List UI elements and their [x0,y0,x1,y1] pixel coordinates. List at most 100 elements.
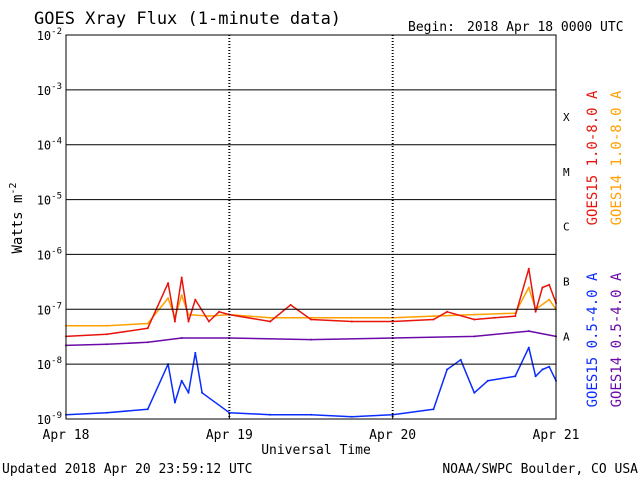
series-point [432,408,435,411]
begin-label: Begin: [408,20,455,35]
credit-text: NOAA/SWPC Boulder, CO USA [442,462,638,477]
y-axis-label-text: Watts m [10,195,26,254]
series-point [173,401,176,404]
series-point [105,411,108,414]
y-tick-base: 10 [37,248,51,262]
y-axis-label: Watts m-2 [8,182,26,253]
plot-frame [65,34,557,420]
series-line [65,346,557,418]
legend-entry: GOES14 1.0-8.0 A [609,90,625,225]
series-point [187,320,190,323]
flare-class-label: B [563,276,570,289]
y-tick-label: 10-6 [37,246,62,262]
legend-entry: GOES15 0.5-4.0 A [585,272,601,407]
y-tick-base: 10 [37,84,51,98]
series-line [66,286,557,327]
y-tick-exponent: -3 [51,82,62,92]
series-point [167,297,170,300]
series-point [527,330,530,333]
y-tick-base: 10 [37,413,51,427]
plot-series-layer [65,267,557,418]
series-point [180,337,183,339]
series-line [65,267,557,338]
y-tick-exponent: -7 [51,301,62,311]
series-point [180,294,183,297]
series-point [269,320,272,323]
series-point [527,346,530,349]
flare-class-label: X [563,111,570,124]
y-tick-label: 10-2 [37,27,62,43]
series-point [207,320,210,323]
series-point [269,413,272,416]
series-point [105,343,108,346]
svg-text:Watts m-2: Watts m-2 [8,182,26,253]
y-axis-tick-labels: 10-210-310-410-510-610-710-810-9 [37,27,62,427]
x-tick-label: Apr 19 [206,428,253,443]
y-tick-label: 10-7 [37,301,62,317]
series-point [534,310,537,313]
chart-title: GOES Xray Flux (1-minute data) [34,9,341,29]
series-point [167,282,170,285]
series-point [146,327,149,330]
series-point [541,368,544,371]
x-tick-label: Apr 18 [43,428,90,443]
series-point [541,286,544,289]
series-point [350,415,353,418]
legend-entry: GOES15 1.0-8.0 A [585,90,601,225]
series-point [105,333,108,336]
y-tick-base: 10 [37,303,51,317]
series-point [473,391,476,394]
y-tick-base: 10 [37,29,51,43]
y-tick-base: 10 [37,139,51,153]
y-tick-label: 10-9 [37,411,62,427]
y-tick-exponent: -9 [51,411,62,421]
plot-grid [65,34,557,420]
legend-entry: GOES14 0.5-4.0 A [609,272,625,407]
series-point [180,276,183,279]
series-point [432,315,435,318]
series-point [493,316,496,319]
series-point [548,298,551,301]
series-point [105,324,108,327]
series-point [218,310,221,313]
x-tick-label: Apr 20 [369,428,416,443]
series-point [350,316,353,319]
flare-class-label: C [563,221,570,234]
y-tick-exponent: -4 [51,137,62,147]
series-line [65,330,557,347]
x-axis-label: Universal Time [261,443,371,458]
series-point [194,298,197,301]
series-point [459,358,462,361]
series-point [514,315,517,318]
series-point [289,303,292,306]
y-tick-exponent: -8 [51,356,62,366]
y-tick-base: 10 [37,358,51,372]
series-point [180,379,183,382]
y-tick-label: 10-3 [37,82,62,98]
series-point [534,375,537,378]
series-point [187,391,190,394]
y-tick-label: 10-5 [37,192,62,208]
series-point [310,413,312,416]
series-point [146,322,149,325]
series-point [473,313,476,316]
series-point [269,316,272,319]
series-point [310,338,312,341]
y-axis-label-exponent: -2 [8,182,19,194]
series-point [194,351,197,354]
flare-class-label: A [563,330,570,343]
series-point [446,368,449,371]
x-tick-label: Apr 21 [533,428,580,443]
series-point [548,283,551,286]
series-point [173,320,176,323]
series-point [527,267,530,270]
series-point [473,318,476,321]
series-point [514,375,517,378]
series-point [146,408,149,411]
flare-class-labels: X M C B A [563,111,570,343]
series-point [201,391,204,394]
y-tick-exponent: -6 [51,246,62,256]
series-point [146,341,149,344]
series-point [207,315,210,318]
